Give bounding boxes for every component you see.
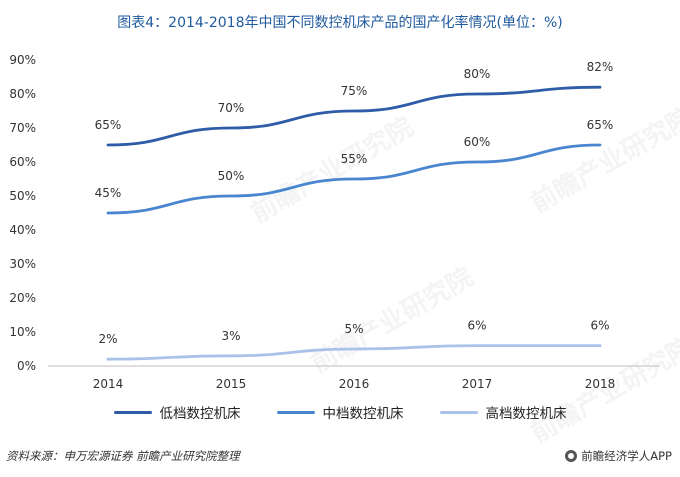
legend-label: 中档数控机床 (322, 406, 404, 422)
line-chart: 0% 10% 20% 30% 40% 50% 60% 70% 80% 90% 2014 2015 201… (9, 53, 660, 391)
data-label: 65% (587, 118, 614, 132)
data-label: 50% (218, 169, 245, 183)
data-label: 45% (95, 186, 122, 200)
data-label: 6% (467, 319, 486, 333)
series-line-3 (106, 344, 602, 361)
x-tick-label: 2018 (585, 377, 616, 391)
y-tick-label: 90% (9, 53, 36, 67)
legend-item: 中档数控机床 (276, 402, 404, 422)
x-tick-label: 2014 (93, 377, 124, 391)
legend-label: 高档数控机床 (485, 406, 567, 422)
y-tick-label: 0% (17, 359, 36, 373)
data-label: 82% (587, 60, 614, 74)
legend-swatch (113, 410, 152, 414)
legend-item: 高档数控机床 (439, 402, 567, 422)
series-line-2 (106, 143, 602, 215)
data-label: 3% (221, 329, 240, 343)
legend-item: 低档数控机床 (113, 402, 241, 422)
data-label: 6% (590, 319, 609, 333)
data-label: 75% (341, 84, 368, 98)
x-tick-label: 2015 (216, 377, 247, 391)
y-tick-label: 50% (9, 189, 36, 203)
data-label: 2% (98, 332, 117, 346)
y-tick-label: 10% (9, 325, 36, 339)
x-tick-label: 2017 (462, 377, 493, 391)
legend-swatch (439, 410, 478, 414)
data-label: 5% (344, 322, 363, 336)
legend-label: 低档数控机床 (159, 406, 241, 422)
y-tick-label: 60% (9, 155, 36, 169)
series-line-1 (106, 85, 602, 147)
brand-logo-icon (565, 450, 578, 462)
x-tick-label: 2016 (339, 377, 370, 391)
brand-text: 前瞻经济学人APP (581, 449, 672, 463)
chart-title: 图表4：2014-2018年中国不同数控机床产品的国产化率情况(单位：%) (117, 15, 563, 31)
source-note: 资料来源：申万宏源证券 前瞻产业研究院整理 (6, 449, 240, 463)
data-label: 70% (218, 101, 245, 115)
y-tick-label: 20% (9, 291, 36, 305)
data-label: 60% (464, 135, 491, 149)
data-label: 65% (95, 118, 122, 132)
y-tick-label: 40% (9, 223, 36, 237)
legend: 低档数控机床 中档数控机床 高档数控机床 (0, 402, 680, 422)
y-tick-label: 30% (9, 257, 36, 271)
y-tick-label: 80% (9, 87, 36, 101)
data-label: 55% (341, 152, 368, 166)
brand-label: 前瞻经济学人APP (565, 448, 672, 464)
y-tick-label: 70% (9, 121, 36, 135)
legend-swatch (276, 410, 315, 414)
data-label: 80% (464, 67, 491, 81)
